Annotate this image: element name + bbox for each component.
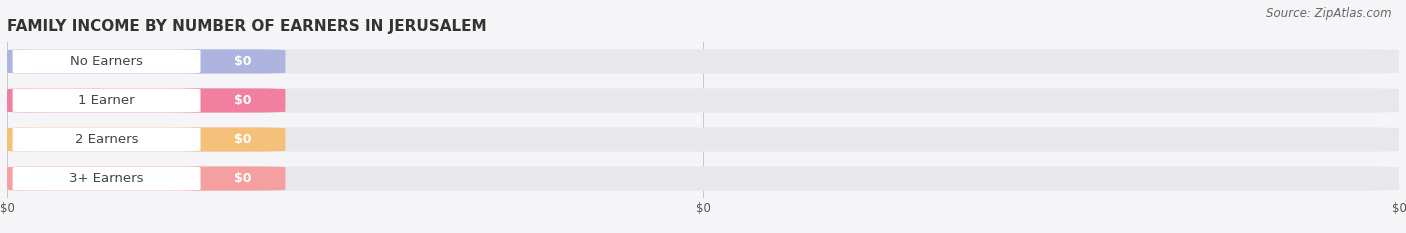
- FancyBboxPatch shape: [13, 89, 201, 113]
- Text: $0: $0: [235, 133, 252, 146]
- FancyBboxPatch shape: [13, 49, 201, 73]
- FancyBboxPatch shape: [7, 88, 285, 113]
- FancyBboxPatch shape: [7, 88, 1399, 113]
- Text: FAMILY INCOME BY NUMBER OF EARNERS IN JERUSALEM: FAMILY INCOME BY NUMBER OF EARNERS IN JE…: [7, 19, 486, 34]
- Text: $0: $0: [235, 172, 252, 185]
- FancyBboxPatch shape: [13, 127, 201, 151]
- Text: 1 Earner: 1 Earner: [79, 94, 135, 107]
- Text: 2 Earners: 2 Earners: [75, 133, 138, 146]
- Text: $0: $0: [235, 94, 252, 107]
- Text: 3+ Earners: 3+ Earners: [69, 172, 143, 185]
- FancyBboxPatch shape: [7, 127, 1399, 152]
- FancyBboxPatch shape: [7, 166, 285, 191]
- FancyBboxPatch shape: [7, 127, 285, 152]
- FancyBboxPatch shape: [7, 49, 1399, 74]
- FancyBboxPatch shape: [13, 167, 201, 191]
- FancyBboxPatch shape: [7, 166, 1399, 191]
- Text: No Earners: No Earners: [70, 55, 143, 68]
- FancyBboxPatch shape: [7, 49, 285, 74]
- Text: Source: ZipAtlas.com: Source: ZipAtlas.com: [1267, 7, 1392, 20]
- Text: $0: $0: [235, 55, 252, 68]
